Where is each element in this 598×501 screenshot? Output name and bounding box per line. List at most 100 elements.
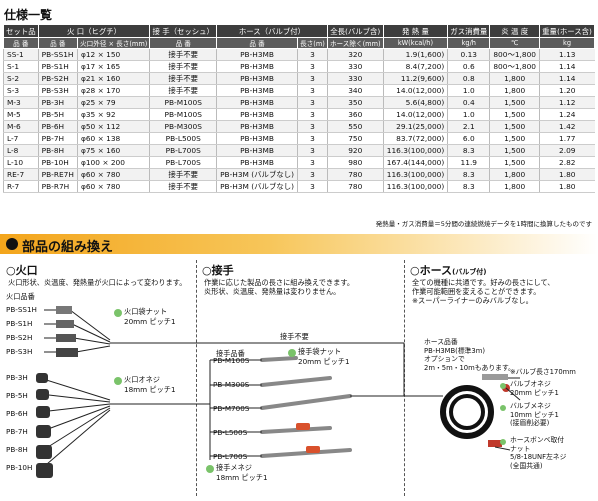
joint-pipes [260, 356, 352, 458]
small-burner-group [44, 309, 111, 353]
cell-size: φ17 × 165 [76, 60, 150, 73]
cell-set: S-1 [3, 60, 39, 73]
section-header: 部品の組み換え [0, 234, 598, 255]
cell-joint: 接手不要 [149, 180, 217, 193]
cell-hose: PB-H3MB [216, 84, 298, 97]
cell-gas: 8.3 [447, 180, 490, 193]
small-burner-nozzles [56, 306, 78, 357]
small-conn-dot-icon [114, 309, 122, 317]
cell-joint: PB-M100S [149, 108, 217, 121]
cell-burner: PB-R7H [37, 180, 78, 193]
cell-len: 3 [297, 144, 328, 157]
joint-desc: 作業に応じた製品の長さに組み換えできます。 炎形状、炎温度、発熱量は変わりません… [204, 278, 355, 296]
cell-temp: 1,500 [489, 108, 540, 121]
cell-temp: 1,500 [489, 144, 540, 157]
cell-total: 750 [326, 132, 384, 145]
joint-bottom-dot-icon [206, 465, 214, 473]
no-joint-label: 接手不要 [280, 332, 309, 341]
cell-hose: PB-H3M (バルブなし) [216, 180, 298, 193]
cell-gas: 0.13 [447, 48, 490, 61]
cell-set: L-8 [3, 144, 39, 157]
table-row: M-6 PB-6H φ50 × 112 PB-M300S PB-H3MB 3 550 29.1… [3, 120, 595, 133]
cell-hose: PB-H3MB [216, 120, 298, 133]
table-row: S-1 PB-S1H φ17 × 165 接手不要 PB-H3MB 3 330 8.4(7,2… [3, 60, 595, 73]
cell-burner: PB-S2H [37, 72, 78, 85]
cell-burner: PB-7H [37, 132, 78, 145]
hose-lines [404, 377, 521, 451]
cell-len: 3 [297, 72, 328, 85]
sub-hose-part: 品 番 [216, 37, 299, 49]
hose-conn3-dot-icon [500, 439, 506, 445]
cell-gas: 2.1 [447, 120, 490, 133]
table-row: M-3 PB-3H φ25 × 79 PB-M100S PB-H3MB 3 350 5.6(4… [3, 96, 595, 109]
cell-heat: 8.4(7,200) [382, 60, 448, 73]
cell-set: S-2 [3, 72, 39, 85]
cell-burner: PB-3H [37, 96, 78, 109]
large-burner-label: PB-6H [6, 409, 28, 418]
cell-weight: 1.20 [539, 84, 595, 97]
joint-heading: ○接手 [202, 264, 234, 277]
sub-joint-part: 品 番 [149, 37, 218, 49]
cell-set: RE-7 [3, 168, 39, 181]
cell-total: 340 [326, 84, 384, 97]
section-bullet-icon [6, 238, 18, 250]
cell-heat: 116.3(100,000) [382, 180, 448, 193]
cell-len: 3 [297, 180, 328, 193]
cell-len: 3 [297, 168, 328, 181]
cell-size: φ21 × 160 [76, 72, 150, 85]
cell-total: 360 [326, 108, 384, 121]
spec-note: 発熱量・ガス消費量＝5分間の連続燃焼データを1時間に換算したものです [375, 220, 592, 228]
cell-hose: PB-H3M (バルブなし) [216, 168, 298, 181]
cell-size: φ60 × 780 [76, 168, 150, 181]
small-burner-label: PB-S1H [6, 319, 33, 328]
table-row: SS-1 PB-SS1H φ12 × 150 接手不要 PB-H3MB 3 320 1.9(1… [3, 48, 595, 61]
hose-valve-note: ※バルブ長さ170mm [510, 368, 576, 376]
cell-heat: 167.4(144,000) [382, 156, 448, 169]
cell-gas: 6.0 [447, 132, 490, 145]
cell-temp: 1,500 [489, 132, 540, 145]
large-burner-group [39, 377, 111, 471]
hose-connector-3: ホースボンベ取付 ナット 5/8-18UNF左ネジ (全国共通) [510, 436, 567, 470]
cell-joint: 接手不要 [149, 60, 217, 73]
cell-set: M-3 [3, 96, 39, 109]
large-burner-connector: 火口オネジ 18mm ピッチ1 [124, 375, 176, 394]
cell-heat: 11.2(9,600) [382, 72, 448, 85]
table-row: S-2 PB-S2H φ21 × 160 接手不要 PB-H3MB 3 330 11.2(9,… [3, 72, 595, 85]
cell-gas: 1.0 [447, 84, 490, 97]
joint-bracket [209, 343, 405, 460]
cell-size: φ50 × 112 [76, 120, 150, 133]
burner-group-label: 火口品番 [6, 292, 35, 301]
large-burner-label: PB-10H [6, 463, 33, 472]
cell-hose: PB-H3MB [216, 132, 298, 145]
cell-len: 3 [297, 96, 328, 109]
cell-len: 3 [297, 132, 328, 145]
cell-weight: 1.14 [539, 72, 595, 85]
cell-temp: 1,500 [489, 120, 540, 133]
cell-burner: PB-10H [37, 156, 78, 169]
small-burner-label: PB-S2H [6, 333, 33, 342]
cell-size: φ25 × 79 [76, 96, 150, 109]
col-total-length: 全長(バルブ含) [326, 24, 384, 38]
cell-temp: 1,800 [489, 84, 540, 97]
burner-heading: ○火口 [6, 264, 38, 277]
col-burner: 火 口（ヒグチ） [37, 24, 151, 38]
cell-len: 3 [297, 84, 328, 97]
cell-heat: 83.7(72,000) [382, 132, 448, 145]
cell-total: 920 [326, 144, 384, 157]
cell-set: S-3 [3, 84, 39, 97]
spec-title: 仕様一覧 [4, 8, 53, 22]
large-burner-label: PB-3H [6, 373, 28, 382]
cell-gas: 0.4 [447, 96, 490, 109]
hose-connector-1: バルブオネジ 20mm ピッチ1 [510, 380, 559, 397]
cell-total: 780 [326, 168, 384, 181]
large-conn-dot-icon [114, 377, 122, 385]
cell-gas: 11.9 [447, 156, 490, 169]
cell-joint: 接手不要 [149, 72, 217, 85]
cell-weight: 1.24 [539, 108, 595, 121]
cell-hose: PB-H3MB [216, 156, 298, 169]
cell-weight: 1.13 [539, 48, 595, 61]
small-burner-label: PB-S3H [6, 347, 33, 356]
small-burner-connector: 火口袋ナット 20mm ピッチ1 [124, 307, 176, 326]
cell-temp: 1,800 [489, 72, 540, 85]
hose-coil [440, 385, 494, 439]
